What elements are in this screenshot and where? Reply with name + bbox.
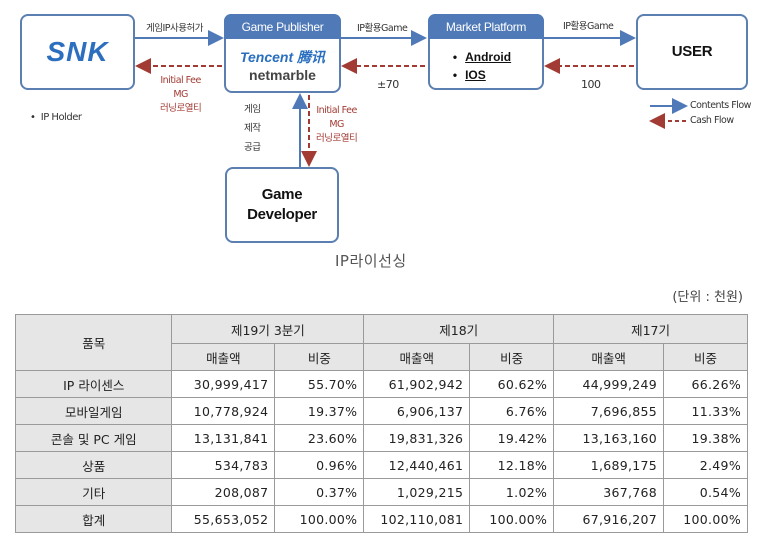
share-cell: 0.54% xyxy=(663,478,748,506)
share-cell: 23.60% xyxy=(274,424,365,452)
table-row: 콘솔 및 PC 게임 13,131,841 23.60% 19,831,326 19.4… xyxy=(14,424,748,452)
revenue-cell: 6,906,137 xyxy=(363,397,471,425)
revenue-cell: 12,440,461 xyxy=(363,451,471,479)
revenue-cell: 19,831,326 xyxy=(363,424,471,452)
game-publisher-header: Game Publisher xyxy=(224,14,341,39)
tencent-logo: Tencent 腾讯 xyxy=(239,48,326,65)
row-label: 상품 xyxy=(14,451,173,479)
game-publisher-node: Game Publisher Tencent 腾讯 netmarble xyxy=(224,14,341,93)
share-cell: 100.00% xyxy=(663,505,748,533)
share-cell: 19.38% xyxy=(663,424,748,452)
netmarble-logo: netmarble xyxy=(249,66,316,83)
row-label: 기타 xyxy=(14,478,173,506)
platform-item-android: Android xyxy=(453,48,511,66)
table-header-row: 품목 제19기 3분기 제18기 제17기 xyxy=(14,314,748,371)
game-developer-title: Game Developer xyxy=(247,186,317,223)
revenue-cell: 13,163,160 xyxy=(553,424,665,452)
revenue-cell: 7,696,855 xyxy=(553,397,665,425)
snk-node: SNK xyxy=(20,14,135,90)
legend-cash-label: Cash Flow xyxy=(690,115,734,126)
revenue-cell: 102,110,081 xyxy=(363,505,471,533)
revenue-cell: 13,131,841 xyxy=(171,424,276,452)
label-ip-game-2: IP활용Game xyxy=(563,21,614,32)
header-item: 품목 xyxy=(14,314,173,371)
table-row: IP 라이센스 30,999,417 55.70% 61,902,942 60.62% 4… xyxy=(14,370,748,398)
label-100: 100 xyxy=(581,78,601,91)
revenue-cell: 1,029,215 xyxy=(363,478,471,506)
share-cell: 100.00% xyxy=(469,505,555,533)
share-cell: 19.42% xyxy=(469,424,555,452)
label-ip-license-grant: 게임IP사용허가 xyxy=(146,23,203,34)
share-cell: 55.70% xyxy=(274,370,365,398)
share-cell: 100.00% xyxy=(274,505,365,533)
subheader-revenue: 매출액 xyxy=(553,343,665,371)
share-cell: 1.02% xyxy=(469,478,555,506)
revenue-cell: 208,087 xyxy=(171,478,276,506)
share-cell: 19.37% xyxy=(274,397,365,425)
revenue-cell: 55,653,052 xyxy=(171,505,276,533)
user-node: USER xyxy=(636,14,748,90)
label-ip-game-1: IP활용Game xyxy=(357,23,408,34)
row-label: IP 라이센스 xyxy=(14,370,173,398)
header-period: 제18기 xyxy=(363,314,555,344)
share-cell: 0.37% xyxy=(274,478,365,506)
platform-item-ios: IOS xyxy=(453,66,511,84)
flow-arrows xyxy=(135,30,688,167)
table-subheader-row: 매출액 비중 매출액 비중 매출액 비중 xyxy=(16,343,748,371)
table-row: 기타 208,087 0.37% 1,029,215 1.02% 367,768 0.54% xyxy=(14,478,748,506)
revenue-cell: 67,916,207 xyxy=(553,505,665,533)
subheader-share: 비중 xyxy=(469,343,555,371)
label-fee-bottom: Initial Fee MG 러닝로열티 xyxy=(316,105,358,144)
table-row: 모바일게임 10,778,924 19.37% 6,906,137 6.76% 7,696… xyxy=(14,397,748,425)
table-row: 상품 534,783 0.96% 12,440,461 12.18% 1,689,175 2… xyxy=(14,451,748,479)
revenue-table: 품목 제19기 3분기 제18기 제17기 매출액 비중 매출액 비중 매출액 … xyxy=(14,314,748,533)
market-platform-header: Market Platform xyxy=(428,14,544,39)
revenue-cell: 44,999,249 xyxy=(553,370,665,398)
ip-licensing-diagram: SNK Game Publisher Tencent 腾讯 netmarble … xyxy=(0,0,765,250)
revenue-cell: 61,902,942 xyxy=(363,370,471,398)
ip-holder-note: • IP Holder xyxy=(30,112,82,123)
subheader-share: 비중 xyxy=(663,343,748,371)
revenue-cell: 10,778,924 xyxy=(171,397,276,425)
subheader-revenue: 매출액 xyxy=(363,343,471,371)
diagram-caption: IP라이선싱 xyxy=(335,252,407,270)
label-game-supply: 게임 제작 공급 xyxy=(244,104,261,153)
share-cell: 11.33% xyxy=(663,397,748,425)
legend-contents-label: Contents Flow xyxy=(690,100,751,111)
header-period: 제19기 3분기 xyxy=(171,314,365,344)
row-label: 모바일게임 xyxy=(14,397,173,425)
user-title: USER xyxy=(671,43,713,60)
unit-label: (단위 : 천원) xyxy=(672,290,743,305)
share-cell: 66.26% xyxy=(663,370,748,398)
share-cell: 2.49% xyxy=(663,451,748,479)
platform-list: Android IOS xyxy=(453,48,511,84)
market-platform-node: Market Platform Android IOS xyxy=(428,14,544,90)
subheader-share: 비중 xyxy=(274,343,365,371)
label-fee-top: Initial Fee MG 러닝로열티 xyxy=(160,75,202,114)
revenue-cell: 367,768 xyxy=(553,478,665,506)
game-developer-node: Game Developer xyxy=(225,167,339,243)
share-cell: 0.96% xyxy=(274,451,365,479)
snk-logo: SNK xyxy=(46,36,109,67)
label-pm70: ±70 xyxy=(377,78,399,91)
header-period: 제17기 xyxy=(553,314,748,344)
share-cell: 60.62% xyxy=(469,370,555,398)
row-label: 콘솔 및 PC 게임 xyxy=(14,424,173,452)
revenue-cell: 534,783 xyxy=(171,451,276,479)
revenue-cell: 30,999,417 xyxy=(171,370,276,398)
bullet-icon: • xyxy=(30,112,41,123)
revenue-cell: 1,689,175 xyxy=(553,451,665,479)
table-row: 합계 55,653,052 100.00% 102,110,081 100.00% 67,… xyxy=(14,505,748,533)
share-cell: 6.76% xyxy=(469,397,555,425)
share-cell: 12.18% xyxy=(469,451,555,479)
subheader-revenue: 매출액 xyxy=(171,343,276,371)
row-label: 합계 xyxy=(14,505,173,533)
